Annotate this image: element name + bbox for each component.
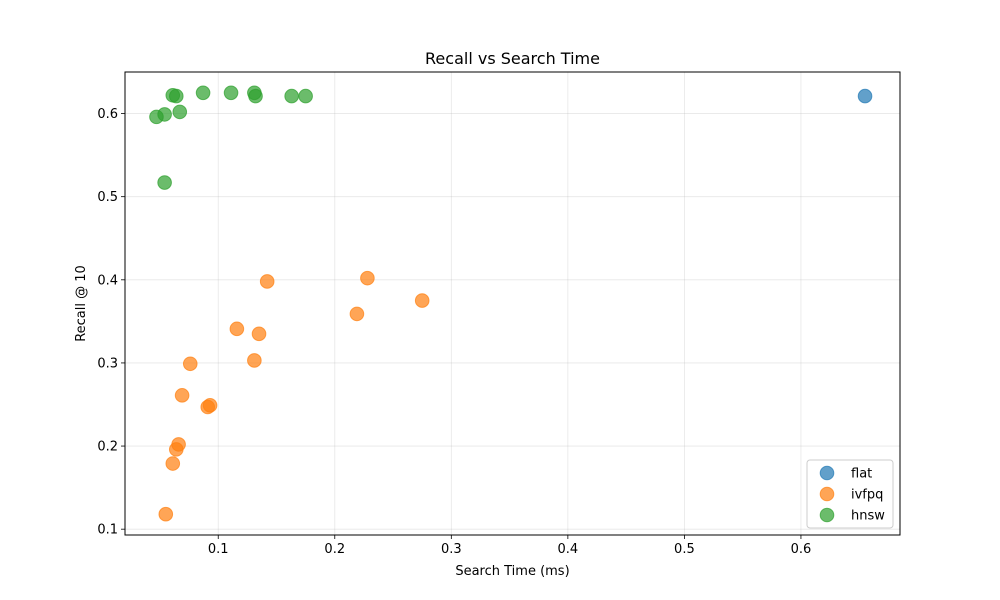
data-point-ivfpq [174, 388, 190, 403]
data-point-ivfpq [182, 356, 198, 372]
x-tick-label: 0.1 [208, 542, 229, 557]
legend-marker-flat [819, 465, 835, 481]
data-point-ivfpq [158, 506, 174, 522]
data-point-ivfpq [259, 274, 275, 289]
legend-marker-ivfpq [819, 486, 835, 502]
y-tick-label: 0.4 [97, 273, 118, 288]
data-point-ivfpq [349, 306, 365, 322]
data-point-ivfpq [202, 398, 218, 413]
data-point-hnsw [284, 88, 299, 104]
data-point-hnsw [172, 104, 188, 120]
y-tick-label: 0.6 [97, 107, 118, 122]
data-point-hnsw [157, 107, 172, 122]
data-point-hnsw [223, 85, 239, 101]
data-point-ivfpq [229, 321, 245, 337]
data-points [149, 85, 873, 522]
legend: flat ivfpq hnsw [806, 459, 894, 529]
data-point-hnsw [168, 88, 184, 104]
data-point-hnsw [248, 88, 263, 104]
legend-label-hnsw: hnsw [851, 509, 885, 524]
data-point-ivfpq [165, 456, 181, 471]
y-tick-label: 0.3 [97, 356, 118, 371]
x-tick-label: 0.6 [791, 542, 812, 557]
y-tick-label: 0.1 [97, 523, 118, 538]
x-tick-label: 0.5 [674, 542, 695, 557]
legend-label-flat: flat [851, 467, 872, 482]
y-axis-title: Recall @ 10 [74, 265, 89, 342]
x-tick-label: 0.3 [441, 542, 462, 557]
y-tick-label: 0.2 [97, 440, 118, 455]
data-point-hnsw [195, 85, 211, 101]
legend-marker-hnsw [819, 507, 835, 523]
x-tick-label: 0.4 [558, 542, 579, 557]
legend-label-ivfpq: ivfpq [851, 488, 883, 503]
axis-ticks: 0.1 0.2 0.3 0.4 0.5 0.6 0.1 0.2 0.3 0.4 0.5 0.6 [97, 107, 811, 557]
data-point-ivfpq [171, 437, 186, 452]
data-point-flat [857, 88, 873, 104]
data-point-hnsw [298, 88, 313, 104]
chart-title: Recall vs Search Time [425, 49, 600, 68]
y-tick-label: 0.5 [97, 190, 118, 205]
plot-frame [124, 71, 901, 536]
data-point-ivfpq [360, 270, 375, 286]
x-tick-label: 0.2 [324, 542, 345, 557]
data-point-ivfpq [251, 326, 267, 342]
data-point-ivfpq [414, 293, 430, 308]
x-axis-title: Search Time (ms) [455, 564, 569, 579]
data-point-hnsw [157, 175, 172, 190]
data-point-ivfpq [247, 353, 262, 368]
